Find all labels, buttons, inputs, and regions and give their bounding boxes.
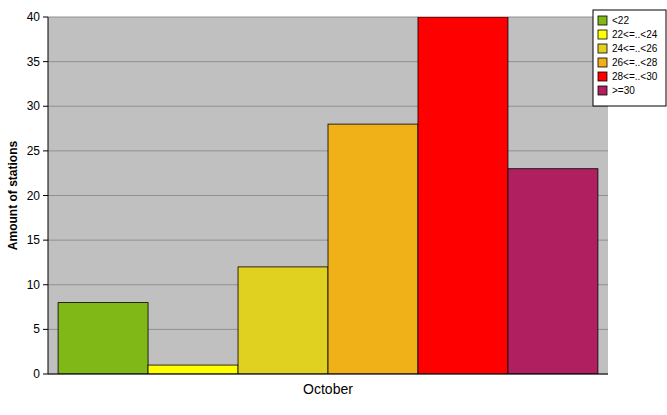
tick-label: 25 bbox=[27, 144, 41, 158]
tick-mark bbox=[43, 240, 48, 241]
tick-label: 5 bbox=[33, 322, 40, 336]
tick-mark bbox=[43, 374, 48, 375]
tick-mark bbox=[43, 195, 48, 196]
legend-swatch bbox=[598, 72, 607, 81]
legend-swatch bbox=[598, 58, 607, 67]
legend-label: 22<=..<24 bbox=[612, 29, 658, 40]
tick-label: 15 bbox=[27, 233, 41, 247]
y-axis bbox=[48, 17, 49, 374]
tick-mark bbox=[43, 61, 48, 62]
grid-line bbox=[48, 17, 608, 18]
tick-label: 30 bbox=[27, 99, 41, 113]
x-axis bbox=[48, 374, 608, 375]
bar bbox=[238, 267, 328, 374]
bar bbox=[508, 169, 598, 374]
tick-mark bbox=[43, 17, 48, 18]
grid-line bbox=[48, 61, 608, 62]
legend-swatch bbox=[598, 30, 607, 39]
bar bbox=[148, 365, 238, 374]
bar bbox=[418, 17, 508, 374]
legend-box bbox=[593, 10, 666, 106]
tick-mark bbox=[43, 106, 48, 107]
plot-area bbox=[48, 17, 608, 374]
tick-label: 35 bbox=[27, 55, 41, 69]
y-axis-label: Amount of stations bbox=[6, 141, 20, 251]
tick-label: 10 bbox=[27, 278, 41, 292]
legend-swatch bbox=[598, 86, 607, 95]
grid-line bbox=[48, 374, 608, 375]
tick-mark bbox=[43, 150, 48, 151]
legend-label: 26<=..<28 bbox=[612, 57, 658, 68]
tick-mark bbox=[43, 329, 48, 330]
legend-label: <22 bbox=[612, 15, 629, 26]
legend-swatch bbox=[598, 44, 607, 53]
legend-label: >=30 bbox=[612, 85, 635, 96]
tick-label: 20 bbox=[27, 189, 41, 203]
bar bbox=[328, 124, 418, 374]
bars bbox=[58, 17, 598, 374]
tick-label: 40 bbox=[27, 10, 41, 24]
tick-mark bbox=[43, 284, 48, 285]
chart: 0 5 10 15 20 25 30 35 40 October Amount of station… bbox=[0, 0, 667, 415]
legend-label: 24<=..<26 bbox=[612, 43, 658, 54]
tick-label: 0 bbox=[33, 367, 40, 381]
legend-swatch bbox=[598, 16, 607, 25]
category-label: October bbox=[303, 381, 353, 397]
legend-label: 28<=..<30 bbox=[612, 71, 658, 82]
legend: <22 22<=..<24 24<=..<26 26<=..<28 28<=..<30 >… bbox=[593, 10, 666, 106]
grid-line bbox=[48, 106, 608, 107]
bar bbox=[58, 303, 148, 374]
